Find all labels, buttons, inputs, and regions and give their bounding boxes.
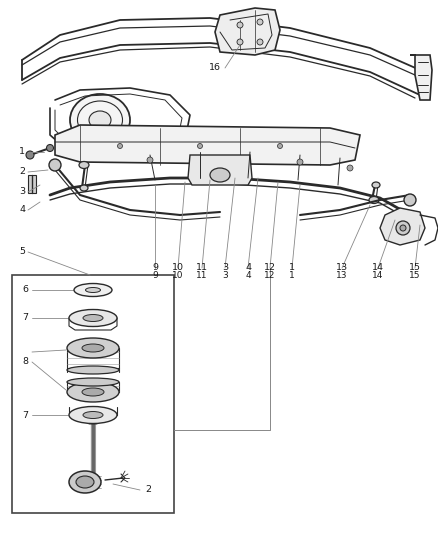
Ellipse shape — [82, 388, 104, 396]
Circle shape — [347, 165, 353, 171]
Text: 8: 8 — [22, 358, 28, 367]
Text: 4: 4 — [245, 271, 251, 280]
Ellipse shape — [69, 407, 117, 424]
Text: 7: 7 — [22, 313, 28, 322]
Circle shape — [396, 221, 410, 235]
Circle shape — [49, 159, 61, 171]
Bar — [28, 175, 36, 193]
Text: 3: 3 — [222, 271, 228, 280]
Ellipse shape — [82, 344, 104, 352]
Ellipse shape — [67, 378, 119, 386]
Circle shape — [404, 194, 416, 206]
Circle shape — [46, 144, 53, 151]
Ellipse shape — [76, 476, 94, 488]
Text: 1: 1 — [289, 271, 295, 280]
Text: 11: 11 — [196, 271, 208, 280]
Polygon shape — [55, 125, 360, 165]
Text: 10: 10 — [172, 263, 184, 272]
Ellipse shape — [69, 310, 117, 327]
Circle shape — [257, 39, 263, 45]
Polygon shape — [188, 155, 252, 185]
Ellipse shape — [210, 168, 230, 182]
Bar — [12, 275, 174, 513]
Text: 14: 14 — [372, 271, 384, 280]
Text: 12: 12 — [264, 271, 276, 280]
Circle shape — [26, 151, 34, 159]
Text: 3: 3 — [222, 263, 228, 272]
Polygon shape — [410, 55, 432, 100]
Ellipse shape — [79, 161, 89, 168]
Ellipse shape — [80, 185, 88, 191]
Text: 11: 11 — [196, 263, 208, 272]
Text: 9: 9 — [152, 263, 158, 272]
Text: 16: 16 — [209, 63, 221, 72]
Text: 3: 3 — [19, 188, 25, 197]
Ellipse shape — [74, 284, 112, 296]
Ellipse shape — [89, 111, 111, 129]
Polygon shape — [215, 8, 280, 55]
Ellipse shape — [83, 411, 103, 418]
Ellipse shape — [69, 471, 101, 493]
Ellipse shape — [67, 338, 119, 358]
Text: 1: 1 — [289, 263, 295, 272]
Polygon shape — [380, 208, 425, 245]
Text: 2: 2 — [19, 167, 25, 176]
Text: 13: 13 — [336, 271, 348, 280]
Circle shape — [400, 225, 406, 231]
Text: 1: 1 — [19, 148, 25, 157]
Ellipse shape — [372, 182, 380, 188]
Ellipse shape — [85, 287, 100, 293]
Circle shape — [237, 39, 243, 45]
Circle shape — [237, 22, 243, 28]
Ellipse shape — [83, 314, 103, 321]
Text: 15: 15 — [409, 263, 421, 272]
Ellipse shape — [369, 197, 379, 204]
Text: 4: 4 — [245, 263, 251, 272]
Text: 14: 14 — [372, 263, 384, 272]
Text: 13: 13 — [336, 263, 348, 272]
Text: 4: 4 — [19, 206, 25, 214]
Circle shape — [198, 143, 202, 149]
Text: 6: 6 — [22, 286, 28, 295]
Text: 2: 2 — [145, 486, 151, 495]
Circle shape — [147, 157, 153, 163]
Text: 10: 10 — [172, 271, 184, 280]
Ellipse shape — [70, 94, 130, 146]
Circle shape — [257, 19, 263, 25]
Circle shape — [278, 143, 283, 149]
Text: 12: 12 — [264, 263, 276, 272]
Ellipse shape — [67, 366, 119, 374]
Ellipse shape — [67, 382, 119, 402]
Text: 7: 7 — [22, 410, 28, 419]
Circle shape — [117, 143, 123, 149]
Text: 5: 5 — [19, 247, 25, 256]
Text: 15: 15 — [409, 271, 421, 280]
Text: 9: 9 — [152, 271, 158, 280]
Circle shape — [297, 159, 303, 165]
